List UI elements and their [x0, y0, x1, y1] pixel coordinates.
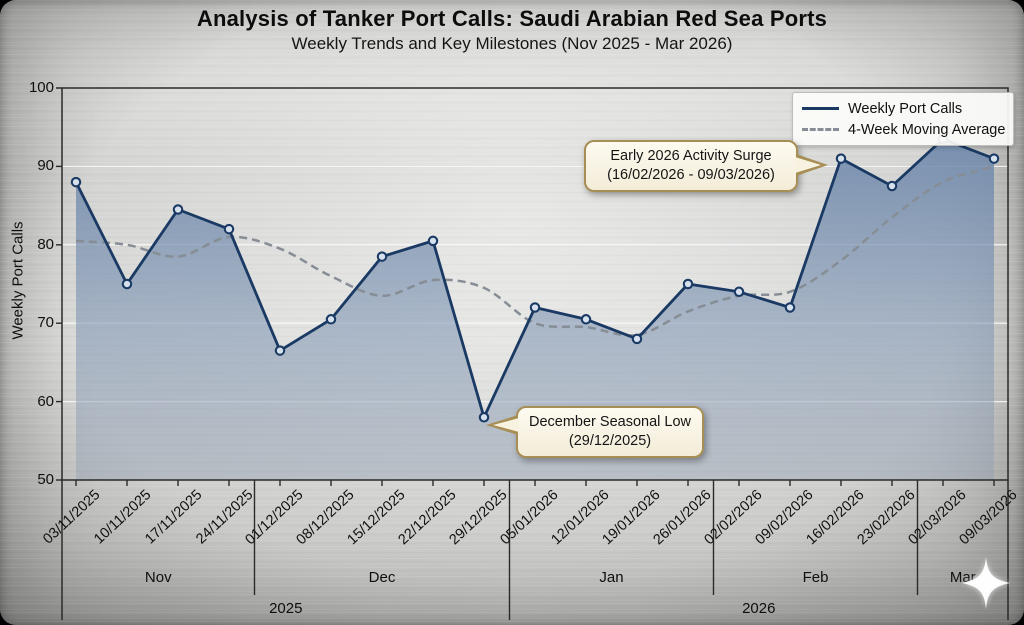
annotation-text-line1: December Seasonal Low	[528, 414, 691, 430]
data-point-marker	[376, 251, 388, 262]
legend-item-moving-average: 4-Week Moving Average	[802, 119, 1006, 140]
month-label: Jan	[599, 569, 624, 586]
legend-item-weekly-port-calls: Weekly Port Calls	[802, 98, 1004, 119]
y-tick-label: 90	[37, 157, 54, 175]
data-point-marker	[325, 314, 337, 325]
legend-label: Weekly Port Calls	[848, 100, 963, 117]
data-point-marker	[682, 278, 694, 290]
month-label: Feb	[802, 569, 829, 586]
data-point-marker	[784, 302, 796, 313]
annotation-seasonal-low: December Seasonal Low (29/12/2025)	[486, 406, 704, 458]
y-tick-label: 70	[37, 314, 54, 332]
chart-title: Analysis of Tanker Port Calls: Saudi Ara…	[196, 6, 828, 31]
annotation-text-line1: Early 2026 Activity Surge	[610, 148, 772, 164]
legend-label: 4-Week Moving Average	[848, 121, 1006, 138]
data-point-marker	[121, 278, 133, 290]
sparkle-icon	[962, 557, 1010, 609]
data-point-marker	[733, 286, 745, 298]
year-label: 2026	[742, 600, 776, 617]
y-tick-label: 60	[37, 392, 54, 410]
y-tick-label: 80	[37, 235, 54, 253]
month-label: Nov	[144, 569, 172, 586]
chart-subtitle: Weekly Trends and Key Milestones (Nov 20…	[291, 34, 733, 53]
data-point-marker	[988, 153, 1000, 164]
annotation-activity-surge: Early 2026 Activity Surge (16/02/2026 - …	[584, 140, 828, 192]
data-point-marker	[274, 345, 286, 356]
year-label: 2025	[269, 600, 303, 617]
solid-line-swatch	[802, 107, 839, 110]
callout-pointer	[795, 157, 821, 173]
dashed-line-swatch	[802, 128, 839, 131]
month-label: Dec	[368, 569, 396, 586]
data-point-marker	[529, 302, 541, 313]
annotation-text-line2: (29/12/2025)	[568, 433, 652, 449]
data-point-marker	[223, 223, 235, 235]
data-point-marker	[886, 180, 898, 192]
y-tick-label: 100	[28, 79, 54, 96]
legend: Weekly Port Calls 4-Week Moving Average	[792, 92, 1014, 146]
data-point-marker	[631, 333, 643, 345]
callout-pointer	[493, 418, 519, 432]
data-point-marker	[580, 314, 592, 325]
data-point-marker	[835, 153, 847, 164]
y-tick-label: 50	[37, 471, 54, 488]
annotation-text-line2: (16/02/2026 - 09/03/2026)	[607, 167, 775, 183]
data-point-marker	[172, 204, 184, 215]
moving-average-line	[75, 165, 995, 337]
data-point-marker	[70, 176, 82, 188]
data-point-marker	[427, 235, 439, 247]
